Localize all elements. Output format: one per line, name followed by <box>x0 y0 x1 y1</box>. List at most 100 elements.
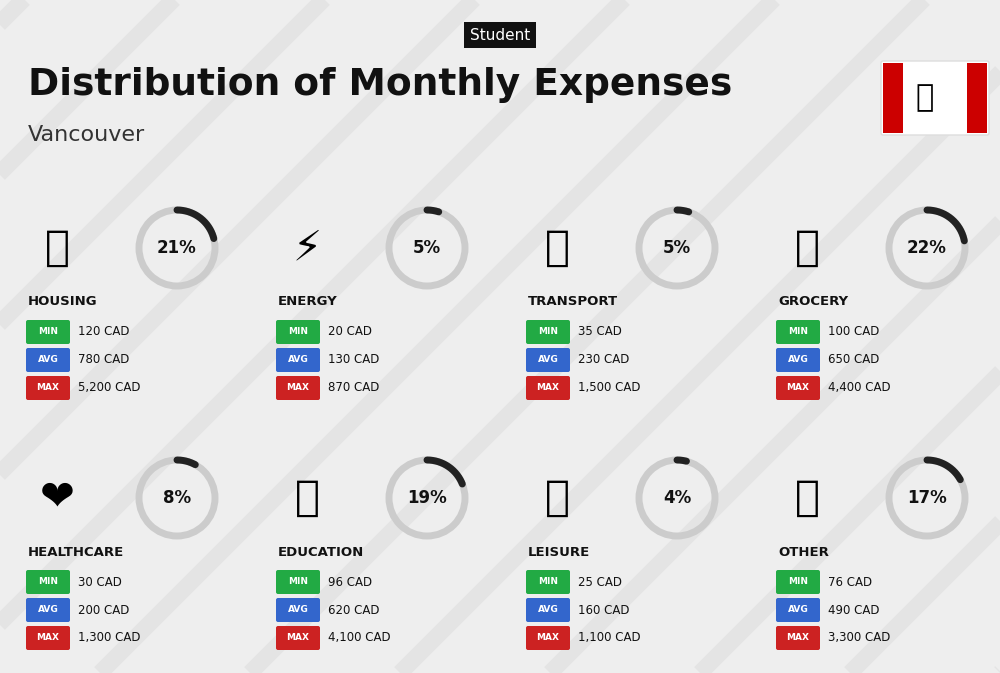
Text: MIN: MIN <box>38 328 58 336</box>
Text: 4,400 CAD: 4,400 CAD <box>828 382 891 394</box>
Text: 5%: 5% <box>413 239 441 257</box>
FancyBboxPatch shape <box>526 570 570 594</box>
Text: 620 CAD: 620 CAD <box>328 604 380 616</box>
Text: AVG: AVG <box>288 606 308 614</box>
FancyBboxPatch shape <box>776 348 820 372</box>
FancyBboxPatch shape <box>276 320 320 344</box>
Text: 4,100 CAD: 4,100 CAD <box>328 631 391 645</box>
Text: HEALTHCARE: HEALTHCARE <box>28 546 124 559</box>
Text: 4%: 4% <box>663 489 691 507</box>
FancyBboxPatch shape <box>526 626 570 650</box>
Text: 870 CAD: 870 CAD <box>328 382 379 394</box>
Text: MAX: MAX <box>287 384 310 392</box>
FancyBboxPatch shape <box>526 320 570 344</box>
Text: 76 CAD: 76 CAD <box>828 575 872 588</box>
Text: ❤: ❤ <box>40 477 74 519</box>
Text: 21%: 21% <box>157 239 197 257</box>
Text: 230 CAD: 230 CAD <box>578 353 629 367</box>
Text: AVG: AVG <box>38 606 58 614</box>
FancyBboxPatch shape <box>26 376 70 400</box>
Text: TRANSPORT: TRANSPORT <box>528 295 618 308</box>
Text: MAX: MAX <box>536 633 560 643</box>
Text: 490 CAD: 490 CAD <box>828 604 880 616</box>
Text: Distribution of Monthly Expenses: Distribution of Monthly Expenses <box>28 67 732 103</box>
FancyBboxPatch shape <box>776 320 820 344</box>
Text: AVG: AVG <box>788 355 808 365</box>
FancyBboxPatch shape <box>26 598 70 622</box>
Text: 96 CAD: 96 CAD <box>328 575 372 588</box>
Text: MAX: MAX <box>37 633 60 643</box>
FancyBboxPatch shape <box>26 320 70 344</box>
Text: 🚌: 🚌 <box>544 227 570 269</box>
FancyBboxPatch shape <box>276 626 320 650</box>
Text: MAX: MAX <box>786 633 810 643</box>
FancyBboxPatch shape <box>526 598 570 622</box>
Text: MIN: MIN <box>538 577 558 586</box>
Text: 1,500 CAD: 1,500 CAD <box>578 382 640 394</box>
FancyBboxPatch shape <box>26 570 70 594</box>
Text: 🍁: 🍁 <box>916 83 934 112</box>
FancyBboxPatch shape <box>776 376 820 400</box>
Text: MAX: MAX <box>37 384 60 392</box>
Text: MIN: MIN <box>538 328 558 336</box>
Text: 160 CAD: 160 CAD <box>578 604 630 616</box>
FancyBboxPatch shape <box>776 598 820 622</box>
FancyBboxPatch shape <box>526 376 570 400</box>
Text: LEISURE: LEISURE <box>528 546 590 559</box>
Text: 25 CAD: 25 CAD <box>578 575 622 588</box>
Text: 🛒: 🛒 <box>794 227 820 269</box>
Text: 🛍: 🛍 <box>544 477 570 519</box>
FancyBboxPatch shape <box>776 626 820 650</box>
Text: MIN: MIN <box>38 577 58 586</box>
Text: 5%: 5% <box>663 239 691 257</box>
Text: 8%: 8% <box>163 489 191 507</box>
Text: Student: Student <box>470 28 530 42</box>
Text: 🏢: 🏢 <box>44 227 70 269</box>
FancyBboxPatch shape <box>276 348 320 372</box>
Text: OTHER: OTHER <box>778 546 829 559</box>
FancyBboxPatch shape <box>967 63 987 133</box>
Text: 100 CAD: 100 CAD <box>828 326 879 339</box>
Text: MAX: MAX <box>786 384 810 392</box>
Text: AVG: AVG <box>288 355 308 365</box>
Text: AVG: AVG <box>538 606 558 614</box>
FancyBboxPatch shape <box>526 348 570 372</box>
Text: 35 CAD: 35 CAD <box>578 326 622 339</box>
FancyBboxPatch shape <box>776 570 820 594</box>
Text: ⚡: ⚡ <box>292 227 322 269</box>
Text: 200 CAD: 200 CAD <box>78 604 129 616</box>
Text: MAX: MAX <box>287 633 310 643</box>
Text: Vancouver: Vancouver <box>28 125 145 145</box>
FancyBboxPatch shape <box>276 570 320 594</box>
Text: 120 CAD: 120 CAD <box>78 326 130 339</box>
Text: 5,200 CAD: 5,200 CAD <box>78 382 140 394</box>
Text: AVG: AVG <box>788 606 808 614</box>
Text: MAX: MAX <box>536 384 560 392</box>
FancyBboxPatch shape <box>883 63 903 133</box>
Text: AVG: AVG <box>38 355 58 365</box>
Text: 💰: 💰 <box>794 477 820 519</box>
Text: 🎓: 🎓 <box>294 477 320 519</box>
FancyBboxPatch shape <box>276 376 320 400</box>
FancyBboxPatch shape <box>26 348 70 372</box>
Text: MIN: MIN <box>288 577 308 586</box>
FancyBboxPatch shape <box>26 626 70 650</box>
Text: HOUSING: HOUSING <box>28 295 98 308</box>
FancyBboxPatch shape <box>276 598 320 622</box>
Text: 20 CAD: 20 CAD <box>328 326 372 339</box>
Text: AVG: AVG <box>538 355 558 365</box>
Text: GROCERY: GROCERY <box>778 295 848 308</box>
Text: 650 CAD: 650 CAD <box>828 353 879 367</box>
Text: 1,100 CAD: 1,100 CAD <box>578 631 641 645</box>
Text: 19%: 19% <box>407 489 447 507</box>
Text: 130 CAD: 130 CAD <box>328 353 379 367</box>
Text: 30 CAD: 30 CAD <box>78 575 122 588</box>
Text: MIN: MIN <box>788 577 808 586</box>
Text: 17%: 17% <box>907 489 947 507</box>
Text: 1,300 CAD: 1,300 CAD <box>78 631 140 645</box>
Text: 780 CAD: 780 CAD <box>78 353 129 367</box>
Text: 22%: 22% <box>907 239 947 257</box>
Text: 3,300 CAD: 3,300 CAD <box>828 631 890 645</box>
Text: MIN: MIN <box>288 328 308 336</box>
Text: ENERGY: ENERGY <box>278 295 338 308</box>
